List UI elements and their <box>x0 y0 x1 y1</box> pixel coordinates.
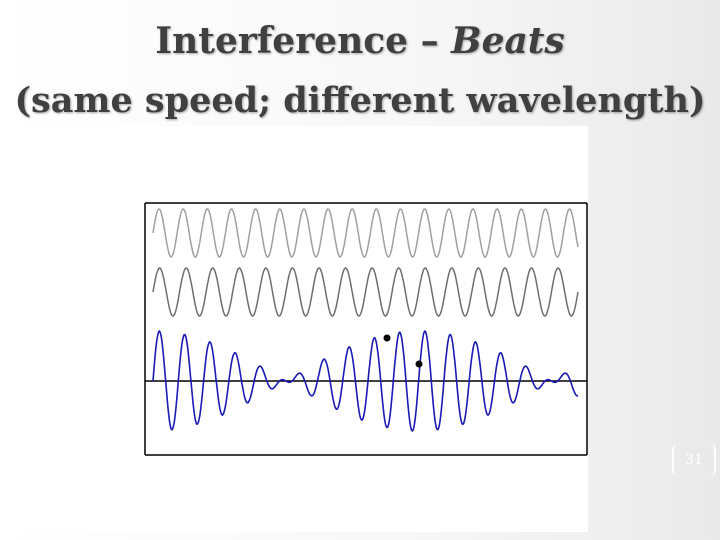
title-emphasis: Beats <box>451 20 565 62</box>
marker-point <box>383 334 391 342</box>
slide-title: Interference – Beats <box>0 20 720 62</box>
superposition-line <box>152 329 579 433</box>
wave-2-line <box>152 267 579 317</box>
wave-1-line <box>152 208 579 258</box>
slide-subtitle: (same speed; different wavelength) <box>14 80 706 121</box>
title-text: Interference – <box>155 20 452 62</box>
beats-figure-background <box>0 126 588 532</box>
page-number: 31 <box>672 444 716 476</box>
marker-point <box>415 360 423 368</box>
